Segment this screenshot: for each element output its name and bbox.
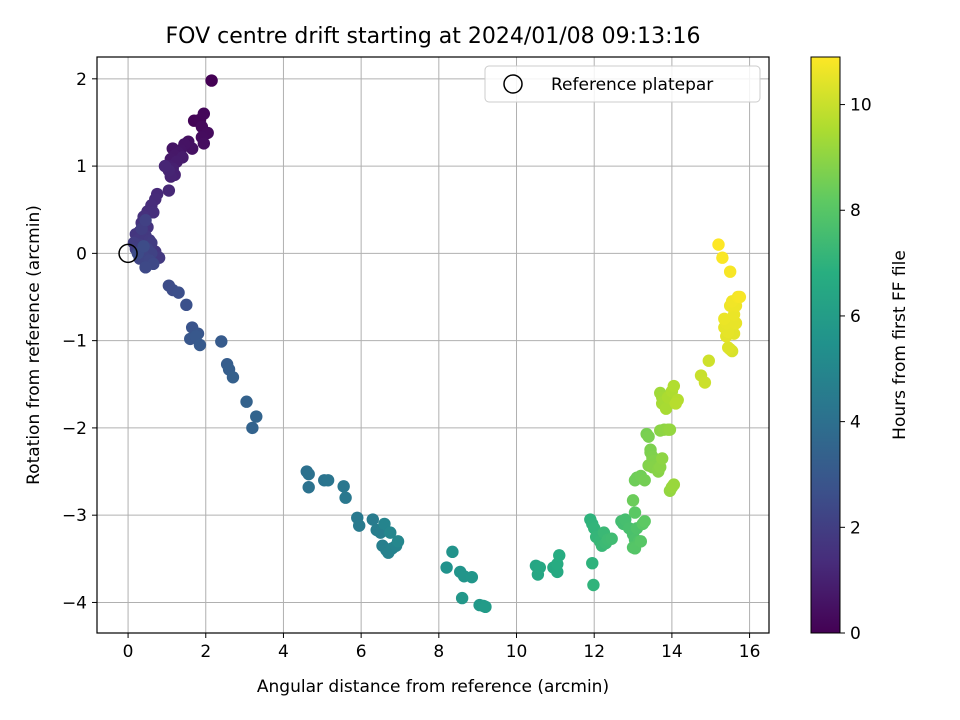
data-point xyxy=(553,549,566,562)
x-tick-label: 10 xyxy=(506,642,528,662)
data-point xyxy=(366,513,379,526)
data-point xyxy=(378,517,391,531)
data-point xyxy=(205,74,218,87)
y-tick-label: 1 xyxy=(76,157,87,177)
y-tick-label: −2 xyxy=(62,419,87,439)
colorbar-tick-label: 2 xyxy=(850,518,861,538)
data-point xyxy=(147,206,160,219)
x-tick-label: 16 xyxy=(739,642,761,662)
colorbar-tick-label: 8 xyxy=(850,201,861,221)
data-point xyxy=(162,184,176,197)
data-point xyxy=(669,397,682,410)
data-point xyxy=(139,214,152,227)
y-tick-label: −4 xyxy=(62,593,87,613)
data-point xyxy=(626,494,640,507)
chart-title: FOV centre drift starting at 2024/01/08 … xyxy=(166,24,701,49)
data-point xyxy=(455,591,469,605)
data-point xyxy=(655,452,669,465)
data-point xyxy=(702,354,715,367)
data-point xyxy=(667,379,681,393)
data-point xyxy=(302,467,315,481)
data-point xyxy=(240,395,253,408)
data-point xyxy=(718,312,731,326)
data-point xyxy=(226,371,240,384)
x-axis-label: Angular distance from reference (arcmin) xyxy=(257,677,609,697)
data-point xyxy=(384,526,397,539)
reference-marker-layer xyxy=(118,243,138,264)
data-point xyxy=(663,423,677,436)
data-point xyxy=(352,519,366,532)
x-tick-label: 0 xyxy=(123,642,134,662)
data-point xyxy=(634,535,648,548)
colorbar-gradient xyxy=(811,57,840,633)
y-tick-label: −1 xyxy=(62,332,87,352)
data-point xyxy=(638,515,651,528)
data-point xyxy=(139,261,152,274)
plot-frame xyxy=(96,56,770,634)
data-point xyxy=(605,532,618,545)
colorbar: 0 2 4 6 8 10 Hours from first FF file xyxy=(810,56,910,644)
y-axis-label: Rotation from reference (arcmin) xyxy=(24,205,44,485)
data-point xyxy=(667,478,681,491)
colorbar-tick-label: 10 xyxy=(850,96,872,116)
data-point xyxy=(391,535,405,548)
legend-entry-reference: Reference platepar xyxy=(551,75,713,95)
y-tick-label: 0 xyxy=(76,244,87,264)
data-point xyxy=(158,159,172,173)
data-point xyxy=(638,474,651,487)
data-point xyxy=(533,561,547,574)
x-tick-label: 6 xyxy=(356,642,367,662)
colorbar-tick-label: 0 xyxy=(850,624,861,644)
data-point xyxy=(193,338,207,352)
y-axis-ticks: −4 −3 −2 −1 0 1 2 xyxy=(62,70,97,613)
data-point xyxy=(479,600,492,614)
data-point xyxy=(586,556,599,570)
x-tick-label: 4 xyxy=(278,642,289,662)
data-point xyxy=(339,491,352,504)
data-points xyxy=(127,74,747,614)
data-point xyxy=(446,545,459,559)
x-tick-label: 14 xyxy=(661,642,683,662)
data-point xyxy=(440,561,453,574)
data-point xyxy=(302,481,315,494)
data-point xyxy=(698,376,712,389)
data-point xyxy=(337,480,350,493)
colorbar-label: Hours from first FF file xyxy=(890,250,910,440)
data-point xyxy=(250,410,263,423)
y-tick-label: −3 xyxy=(62,506,87,526)
x-axis-ticks: 0 2 4 6 8 10 12 14 16 xyxy=(123,633,761,662)
data-point xyxy=(712,238,725,251)
y-tick-label: 2 xyxy=(76,70,87,90)
x-tick-label: 2 xyxy=(200,642,211,662)
reference-platepar-marker xyxy=(118,243,138,264)
colorbar-tick-label: 6 xyxy=(850,307,861,327)
legend: Reference platepar xyxy=(484,65,761,103)
data-point xyxy=(215,335,228,348)
data-point xyxy=(733,290,747,304)
data-point xyxy=(180,298,193,312)
data-point xyxy=(628,506,642,519)
data-point xyxy=(197,137,211,150)
colorbar-frame xyxy=(810,56,841,634)
data-point xyxy=(716,251,729,264)
data-point xyxy=(465,570,479,584)
data-point xyxy=(723,265,737,278)
data-point xyxy=(197,107,211,120)
x-tick-label: 8 xyxy=(433,642,444,662)
grid-lines xyxy=(97,57,769,633)
x-tick-label: 12 xyxy=(583,642,605,662)
data-point xyxy=(642,430,655,443)
data-point xyxy=(172,286,185,299)
legend-marker-icon xyxy=(503,74,523,94)
data-point xyxy=(587,578,600,592)
colorbar-ticks: 0 2 4 6 8 10 xyxy=(840,96,872,644)
data-point xyxy=(659,402,673,415)
colorbar-tick-label: 4 xyxy=(850,413,861,433)
data-point xyxy=(722,341,735,354)
data-point xyxy=(321,474,335,487)
data-point xyxy=(246,421,259,435)
data-point xyxy=(137,240,150,253)
legend-box xyxy=(484,65,761,103)
